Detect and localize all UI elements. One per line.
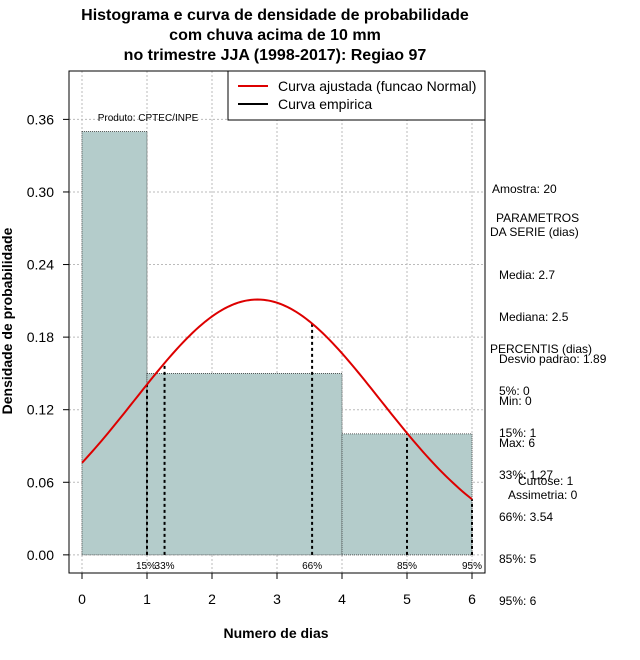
legend-label-fit: Curva ajustada (funcao Normal) (278, 78, 476, 94)
legend: Curva ajustada (funcao Normal) Curva emp… (227, 70, 486, 121)
x-tick-label-0: 0 (78, 591, 86, 607)
y-axis: 0.00 0.06 0.12 0.18 0.24 0.30 0.36 (27, 111, 69, 563)
x-tick-label-3: 3 (273, 591, 281, 607)
x-tick-label-2: 2 (208, 591, 216, 607)
percentiles-list: 5%: 0 15%: 1 33%: 1.27 66%: 3.54 85%: 5 … (499, 356, 553, 622)
y-tick-label-4: 0.24 (27, 257, 54, 273)
param-max: Max: 6 (499, 436, 536, 450)
percentiles-title: PERCENTIS (dias) (490, 342, 593, 356)
percentile-33: 33%: 1.27 (499, 468, 554, 482)
title-line-2: com chuva acima de 10 mm (169, 27, 381, 44)
x-tick-label-4: 4 (338, 591, 346, 607)
histogram-bar-1 (146, 373, 343, 556)
sample-size: Amostra: 20 (492, 182, 557, 196)
percentile-66: 66%: 3.54 (499, 510, 554, 524)
annotation-produto: Produto: CPTEC/INPE (98, 113, 199, 124)
y-tick-label-3: 0.18 (27, 329, 54, 345)
params-title-1: PARAMETROS (496, 211, 580, 225)
percentile-label-2: 66% (302, 561, 322, 572)
x-tick-label-1: 1 (143, 591, 151, 607)
y-tick-label-0: 0.00 (27, 547, 54, 563)
params-title-2: DA SERIE (dias) (490, 225, 579, 239)
percentile-15: 15%: 1 (499, 426, 537, 440)
y-tick-label-5: 0.30 (27, 184, 54, 200)
histogram-bars (81, 131, 473, 556)
y-axis-label: Densidade de probabilidade (0, 227, 15, 414)
param-sd: Desvio padrao: 1.89 (499, 352, 607, 366)
chart-title: Histograma e curva de densidade de proba… (0, 6, 550, 66)
percentile-label-3: 85% (397, 561, 417, 572)
percentile-85: 85%: 5 (499, 552, 537, 566)
histogram-bar-0 (81, 131, 148, 556)
skewness: Assimetria: 0 (508, 488, 578, 502)
legend-box (227, 70, 486, 121)
x-tick-label-5: 5 (403, 591, 411, 607)
param-median: Mediana: 2.5 (499, 310, 569, 324)
percentile-5: 5%: 0 (499, 384, 530, 398)
normal-fit-curve (81, 298, 473, 501)
params-list: Media: 2.7 Mediana: 2.5 Desvio padrao: 1… (499, 240, 606, 464)
param-min: Min: 0 (499, 394, 532, 408)
percentile-label-4: 95% (462, 561, 482, 572)
y-tick-label-6: 0.36 (27, 111, 54, 127)
percentile-95: 95%: 6 (499, 594, 537, 608)
x-tick-label-6: 6 (468, 591, 476, 607)
param-mean: Media: 2.7 (499, 268, 556, 282)
percentile-label-1: 33% (155, 561, 175, 572)
y-tick-label-1: 0.06 (27, 474, 54, 490)
x-axis-label: Numero de dias (223, 625, 328, 641)
title-line-3: no trimestre JJA (1998-2017): Regiao 97 (123, 47, 427, 64)
x-axis: 0 1 2 3 4 5 6 (78, 573, 476, 607)
y-tick-label-2: 0.12 (27, 402, 54, 418)
percentile-lines: 15%33% 66% 85% 95% (136, 323, 482, 572)
title-line-1: Histograma e curva de densidade de proba… (81, 7, 469, 24)
kurtosis: Curtose: 1 (518, 474, 574, 488)
percentile-label-0: 15% (136, 561, 156, 572)
legend-label-empirical: Curva empirica (278, 96, 372, 112)
